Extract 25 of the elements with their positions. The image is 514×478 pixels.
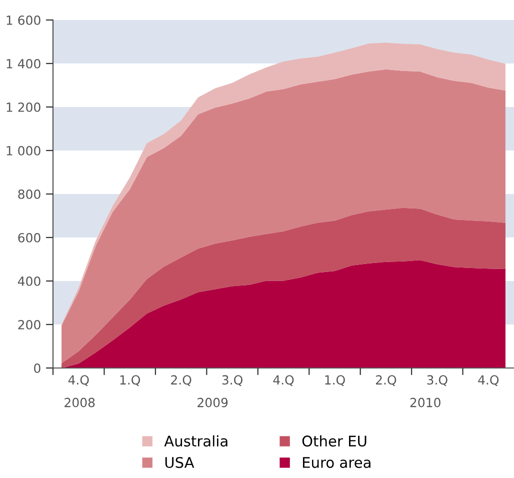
y-tick-label: 600 — [18, 232, 40, 242]
text: 2009 — [198, 398, 228, 408]
y-tick-label: 1 200 — [6, 102, 40, 112]
y-tick-label: 400 — [18, 276, 40, 286]
y-tick-label: 800 — [18, 189, 40, 199]
x-tick-label: 4.Q — [68, 375, 89, 386]
x-tick-label: 2.Q — [171, 375, 192, 386]
legend-label: Euro area — [302, 457, 370, 468]
x-tick-label: 4.Q — [273, 375, 294, 386]
x-tick-label: 1.Q — [325, 375, 345, 386]
y-tick-label: 1 400 — [6, 58, 40, 68]
legend-label: USA — [165, 456, 194, 468]
y-tick-label: 1 600 — [6, 15, 40, 25]
legend-label: Australia — [164, 435, 228, 447]
x-tick-label: 3.Q — [427, 375, 448, 386]
x-tick-label: 1.Q — [120, 375, 140, 386]
text: 2010 — [410, 398, 440, 408]
legend-label: Other EU — [302, 435, 366, 447]
x-tick-label: 4.Q — [478, 375, 499, 386]
x-tick-label: 3.Q — [222, 375, 242, 386]
y-tick-label: 1 000 — [6, 146, 40, 156]
y-tick-label: 0 — [34, 363, 40, 373]
y-tick-label: 200 — [18, 320, 40, 330]
x-tick-label: 2.Q — [376, 375, 396, 386]
text: 2008 — [64, 398, 95, 408]
